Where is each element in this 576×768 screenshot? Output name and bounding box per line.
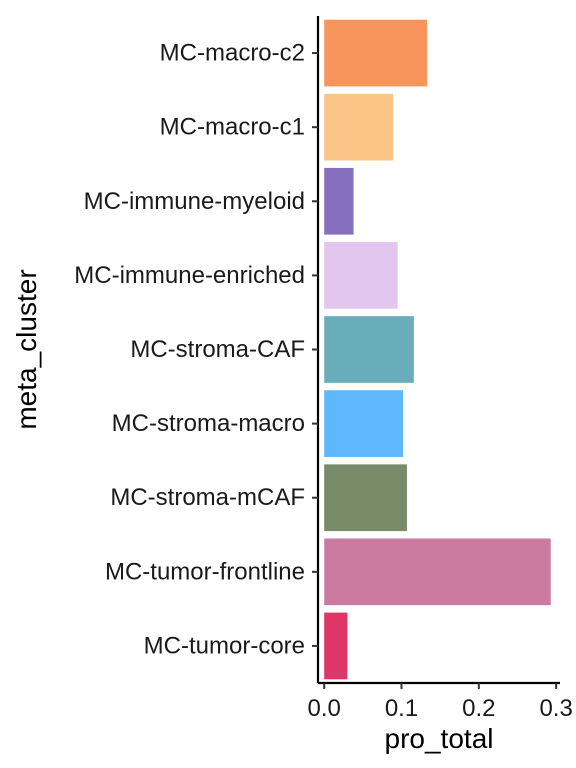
y-tick-label: MC-stroma-macro (112, 410, 305, 437)
y-tick-label: MC-tumor-core (144, 632, 305, 659)
y-axis-title: meta_cluster (11, 269, 42, 429)
bar-mc-stroma-caf (324, 316, 414, 383)
x-axis: 0.0 0.1 0.2 0.3 (307, 681, 573, 722)
bar-mc-tumor-frontline (324, 538, 551, 606)
bar-mc-macro-c1 (324, 93, 393, 161)
bar-mc-immune-myeloid (324, 167, 354, 235)
bar-mc-macro-c2 (324, 19, 428, 87)
y-axis: MC-macro-c2 MC-macro-c1 MC-immune-myeloid M… (74, 16, 320, 683)
bar-mc-immune-enriched (324, 242, 398, 309)
bar-mc-stroma-macro (324, 390, 404, 457)
bar-mc-tumor-core (324, 612, 348, 680)
x-tick-label: 0.3 (539, 695, 572, 722)
x-ticks: 0.0 0.1 0.2 0.3 (307, 683, 573, 722)
y-tick-label: MC-tumor-frontline (105, 558, 305, 585)
y-tick-label: MC-macro-c2 (160, 40, 305, 67)
x-tick-label: 0.0 (307, 695, 340, 722)
bars-group (324, 19, 551, 680)
bar-mc-stroma-mcaf (324, 464, 407, 532)
x-tick-label: 0.2 (462, 695, 495, 722)
x-axis-title: pro_total (385, 723, 494, 754)
y-tick-label: MC-immune-enriched (74, 262, 305, 289)
y-tick-label: MC-stroma-CAF (130, 336, 305, 363)
y-tick-label: MC-stroma-mCAF (110, 484, 305, 511)
y-tick-label: MC-immune-myeloid (84, 188, 305, 215)
y-tick-label: MC-macro-c1 (160, 114, 305, 141)
x-tick-label: 0.1 (385, 695, 418, 722)
y-ticks: MC-macro-c2 MC-macro-c1 MC-immune-myeloid M… (74, 40, 318, 659)
